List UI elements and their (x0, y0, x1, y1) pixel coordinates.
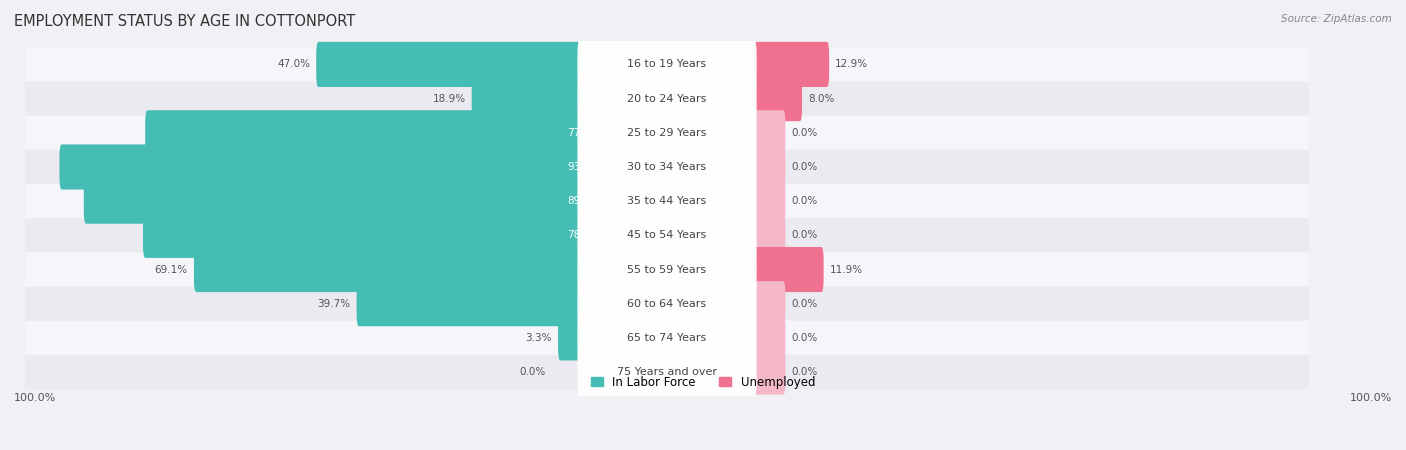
FancyBboxPatch shape (578, 107, 756, 159)
Text: 47.0%: 47.0% (277, 59, 311, 69)
FancyBboxPatch shape (25, 47, 1309, 81)
Text: 35 to 44 Years: 35 to 44 Years (627, 196, 707, 206)
Text: 77.9%: 77.9% (568, 128, 600, 138)
FancyBboxPatch shape (357, 281, 581, 326)
Text: 30 to 34 Years: 30 to 34 Years (627, 162, 707, 172)
FancyBboxPatch shape (25, 184, 1309, 218)
Text: 0.0%: 0.0% (519, 367, 546, 377)
Text: 3.3%: 3.3% (526, 333, 553, 343)
Text: 69.1%: 69.1% (155, 265, 188, 274)
Text: 93.4%: 93.4% (568, 162, 600, 172)
Text: 55 to 59 Years: 55 to 59 Years (627, 265, 707, 274)
FancyBboxPatch shape (471, 76, 581, 121)
Text: EMPLOYMENT STATUS BY AGE IN COTTONPORT: EMPLOYMENT STATUS BY AGE IN COTTONPORT (14, 14, 356, 28)
FancyBboxPatch shape (578, 278, 756, 330)
FancyBboxPatch shape (578, 72, 756, 125)
FancyBboxPatch shape (25, 321, 1309, 355)
Text: 100.0%: 100.0% (1350, 393, 1392, 403)
FancyBboxPatch shape (145, 110, 581, 155)
Text: 25 to 29 Years: 25 to 29 Years (627, 128, 707, 138)
FancyBboxPatch shape (754, 144, 786, 189)
FancyBboxPatch shape (754, 281, 786, 326)
FancyBboxPatch shape (25, 81, 1309, 116)
FancyBboxPatch shape (25, 116, 1309, 150)
FancyBboxPatch shape (25, 355, 1309, 389)
FancyBboxPatch shape (754, 42, 830, 87)
FancyBboxPatch shape (558, 315, 581, 360)
FancyBboxPatch shape (194, 247, 581, 292)
Text: 60 to 64 Years: 60 to 64 Years (627, 299, 707, 309)
Text: 65 to 74 Years: 65 to 74 Years (627, 333, 707, 343)
Text: 39.7%: 39.7% (318, 299, 350, 309)
Text: 0.0%: 0.0% (792, 162, 818, 172)
FancyBboxPatch shape (25, 252, 1309, 287)
FancyBboxPatch shape (25, 287, 1309, 321)
FancyBboxPatch shape (143, 213, 581, 258)
Legend: In Labor Force, Unemployed: In Labor Force, Unemployed (586, 371, 820, 394)
Text: 100.0%: 100.0% (14, 393, 56, 403)
Text: 18.9%: 18.9% (433, 94, 465, 104)
FancyBboxPatch shape (578, 312, 756, 364)
FancyBboxPatch shape (25, 150, 1309, 184)
Text: 8.0%: 8.0% (808, 94, 835, 104)
FancyBboxPatch shape (754, 76, 801, 121)
Text: 75 Years and over: 75 Years and over (617, 367, 717, 377)
Text: 0.0%: 0.0% (792, 196, 818, 206)
Text: 89.0%: 89.0% (568, 196, 600, 206)
FancyBboxPatch shape (754, 315, 786, 360)
FancyBboxPatch shape (578, 243, 756, 296)
FancyBboxPatch shape (578, 346, 756, 398)
FancyBboxPatch shape (754, 179, 786, 224)
FancyBboxPatch shape (578, 175, 756, 227)
FancyBboxPatch shape (316, 42, 581, 87)
Text: Source: ZipAtlas.com: Source: ZipAtlas.com (1281, 14, 1392, 23)
FancyBboxPatch shape (84, 179, 581, 224)
FancyBboxPatch shape (578, 38, 756, 90)
Text: 0.0%: 0.0% (792, 299, 818, 309)
FancyBboxPatch shape (59, 144, 581, 189)
Text: 11.9%: 11.9% (830, 265, 863, 274)
Text: 78.3%: 78.3% (568, 230, 600, 240)
Text: 45 to 54 Years: 45 to 54 Years (627, 230, 707, 240)
Text: 12.9%: 12.9% (835, 59, 869, 69)
Text: 0.0%: 0.0% (792, 333, 818, 343)
Text: 0.0%: 0.0% (792, 367, 818, 377)
Text: 0.0%: 0.0% (792, 230, 818, 240)
Text: 20 to 24 Years: 20 to 24 Years (627, 94, 707, 104)
FancyBboxPatch shape (754, 213, 786, 258)
FancyBboxPatch shape (25, 218, 1309, 252)
FancyBboxPatch shape (754, 110, 786, 155)
FancyBboxPatch shape (578, 209, 756, 261)
FancyBboxPatch shape (754, 350, 786, 395)
Text: 0.0%: 0.0% (792, 128, 818, 138)
FancyBboxPatch shape (578, 141, 756, 193)
FancyBboxPatch shape (754, 247, 824, 292)
Text: 16 to 19 Years: 16 to 19 Years (627, 59, 707, 69)
